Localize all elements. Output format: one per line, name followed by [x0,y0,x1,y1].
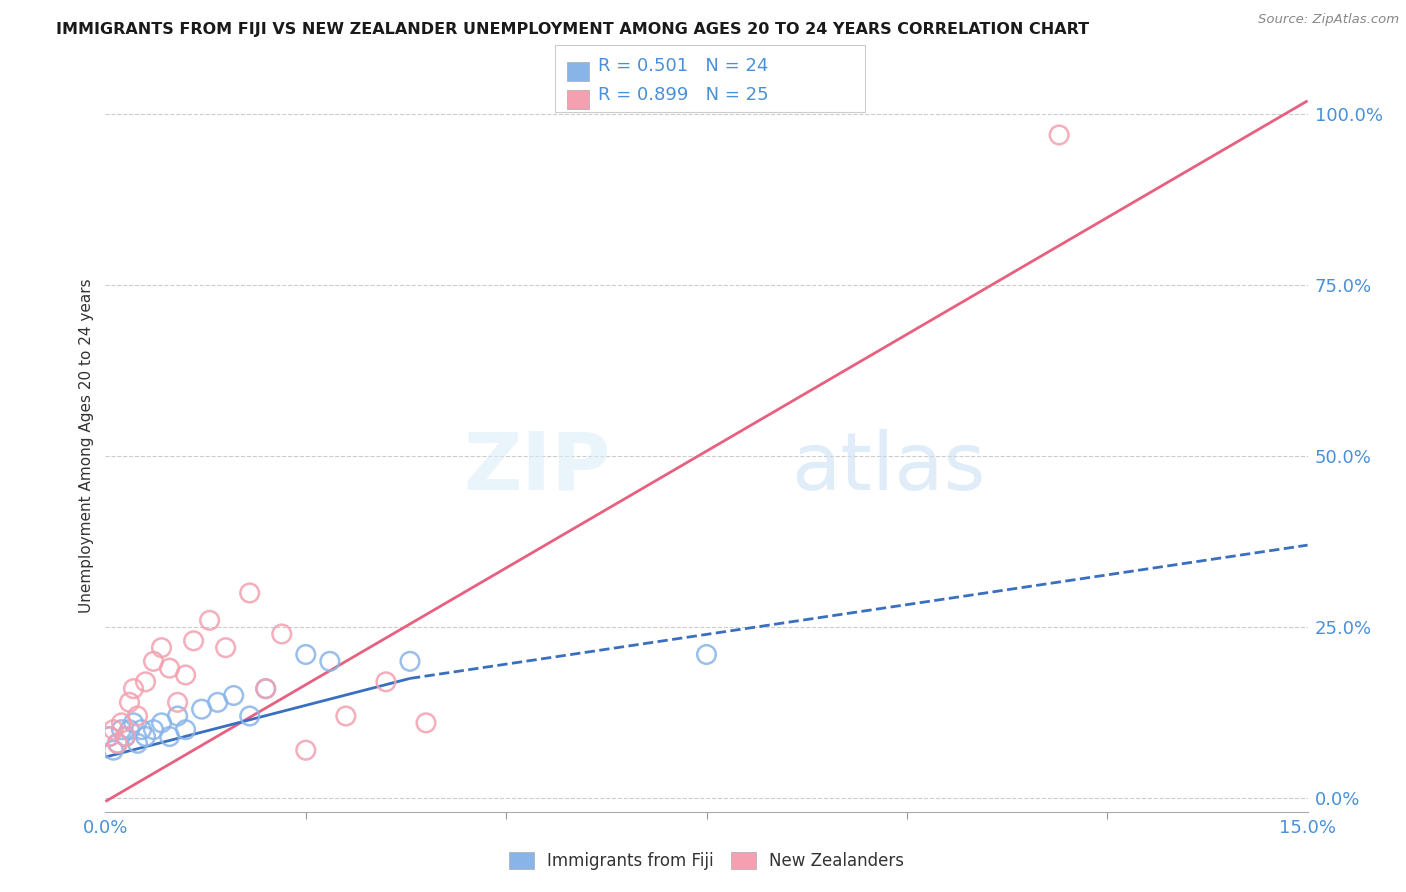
Point [696,648,718,662]
Point [107,736,129,750]
Point [270,627,292,641]
Point [335,709,357,723]
Text: ZIP: ZIP [463,429,610,507]
Text: IMMIGRANTS FROM FIJI VS NEW ZEALANDER UNEMPLOYMENT AMONG AGES 20 TO 24 YEARS COR: IMMIGRANTS FROM FIJI VS NEW ZEALANDER UN… [56,22,1090,37]
Point [174,723,197,737]
Point [107,736,129,750]
Point [1047,128,1070,142]
Point [103,743,125,757]
Point [207,695,229,709]
Point [122,681,145,696]
Point [295,648,318,662]
Point [159,730,181,744]
Point [142,654,165,668]
Point [239,709,262,723]
Point [135,730,157,744]
Text: R = 0.501   N = 24: R = 0.501 N = 24 [598,57,768,75]
Point [142,723,165,737]
Point [319,654,342,668]
Y-axis label: Unemployment Among Ages 20 to 24 years: Unemployment Among Ages 20 to 24 years [79,278,94,614]
Point [135,674,157,689]
Point [399,654,422,668]
Point [374,674,398,689]
Point [114,730,136,744]
Point [127,736,149,750]
Point [295,743,318,757]
Point [159,661,181,675]
Point [222,689,245,703]
Text: atlas: atlas [790,429,986,507]
Point [239,586,262,600]
Point [214,640,236,655]
Point [127,709,149,723]
Point [150,715,173,730]
Point [98,730,121,744]
Point [166,695,188,709]
Point [150,640,173,655]
Point [131,723,153,737]
Text: Source: ZipAtlas.com: Source: ZipAtlas.com [1258,13,1399,27]
Legend: Immigrants from Fiji, New Zealanders: Immigrants from Fiji, New Zealanders [502,845,911,877]
Point [118,723,141,737]
Point [198,613,221,627]
Point [415,715,437,730]
Point [118,695,141,709]
Point [110,723,132,737]
Point [166,709,188,723]
Point [110,715,132,730]
Point [122,715,145,730]
Point [98,730,121,744]
Point [254,681,277,696]
Point [254,681,277,696]
Point [174,668,197,682]
Text: R = 0.899   N = 25: R = 0.899 N = 25 [598,86,768,103]
Point [103,723,125,737]
Point [114,730,136,744]
Point [183,633,205,648]
Point [190,702,212,716]
